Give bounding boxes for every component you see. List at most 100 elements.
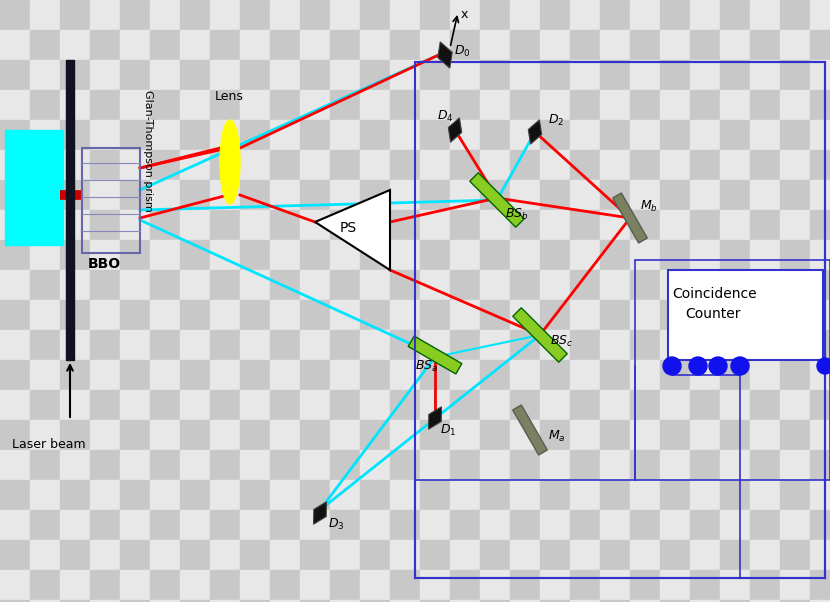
Text: $D_3$: $D_3$	[328, 517, 344, 532]
Bar	[720, 180, 750, 210]
Polygon shape	[528, 120, 542, 144]
Bar	[60, 330, 90, 360]
Bar	[240, 180, 270, 210]
Bar	[270, 300, 300, 330]
Bar	[720, 360, 750, 390]
Bar	[690, 390, 720, 420]
Bar	[90, 390, 120, 420]
Bar	[150, 150, 180, 180]
Polygon shape	[408, 336, 461, 374]
Bar	[360, 570, 390, 600]
Bar	[360, 390, 390, 420]
Bar	[420, 270, 450, 300]
Bar	[30, 510, 60, 540]
Bar	[120, 300, 150, 330]
Bar	[90, 540, 120, 570]
Bar	[120, 600, 150, 602]
Bar	[630, 0, 660, 30]
Circle shape	[731, 357, 749, 375]
Bar	[480, 480, 510, 510]
Bar	[240, 270, 270, 300]
Bar	[90, 480, 120, 510]
Bar	[450, 360, 480, 390]
Bar	[750, 270, 780, 300]
Bar	[390, 300, 420, 330]
Bar	[300, 180, 330, 210]
Bar	[150, 360, 180, 390]
Bar	[720, 0, 750, 30]
Bar	[540, 540, 570, 570]
Bar	[82, 148, 140, 253]
Bar	[300, 0, 330, 30]
Bar	[570, 150, 600, 180]
Bar	[450, 210, 480, 240]
Bar	[750, 60, 780, 90]
Bar	[600, 480, 630, 510]
Circle shape	[689, 357, 707, 375]
Bar	[660, 600, 690, 602]
Bar	[750, 330, 780, 360]
Bar	[330, 330, 360, 360]
Bar	[630, 240, 660, 270]
Bar	[90, 240, 120, 270]
Bar	[240, 90, 270, 120]
Bar	[750, 450, 780, 480]
Bar	[360, 510, 390, 540]
Bar	[420, 210, 450, 240]
Bar	[510, 270, 540, 300]
Bar	[210, 540, 240, 570]
Bar	[30, 240, 60, 270]
Bar	[660, 120, 690, 150]
Bar	[510, 480, 540, 510]
Bar	[300, 30, 330, 60]
Bar	[720, 30, 750, 60]
Bar	[210, 330, 240, 360]
Bar	[60, 90, 90, 120]
Bar	[780, 210, 810, 240]
Bar	[60, 360, 90, 390]
Bar	[300, 210, 330, 240]
Bar	[480, 150, 510, 180]
Bar	[120, 450, 150, 480]
Bar	[180, 600, 210, 602]
Bar	[150, 120, 180, 150]
Polygon shape	[613, 193, 647, 243]
Bar	[810, 30, 830, 60]
Bar	[60, 510, 90, 540]
Bar	[210, 510, 240, 540]
Bar	[330, 210, 360, 240]
Bar	[390, 180, 420, 210]
Bar	[300, 420, 330, 450]
Bar	[300, 120, 330, 150]
Bar	[780, 270, 810, 300]
Bar	[330, 360, 360, 390]
Bar	[330, 270, 360, 300]
Bar	[570, 360, 600, 390]
Text: $D_4$: $D_4$	[437, 109, 454, 124]
Bar	[180, 240, 210, 270]
Bar	[415, 62, 825, 578]
Bar	[570, 420, 600, 450]
Bar	[60, 30, 90, 60]
Bar	[780, 300, 810, 330]
Bar	[630, 300, 660, 330]
Bar	[660, 480, 690, 510]
Bar	[570, 60, 600, 90]
Circle shape	[663, 357, 681, 375]
Bar	[150, 270, 180, 300]
Bar	[630, 270, 660, 300]
Bar	[600, 90, 630, 120]
Bar	[240, 120, 270, 150]
Bar	[570, 240, 600, 270]
Text: BBO: BBO	[88, 257, 121, 271]
Bar	[510, 150, 540, 180]
Bar	[180, 540, 210, 570]
Bar	[330, 600, 360, 602]
Bar	[420, 360, 450, 390]
Bar	[450, 450, 480, 480]
Bar	[450, 480, 480, 510]
Bar	[600, 510, 630, 540]
Bar	[570, 210, 600, 240]
Bar	[210, 570, 240, 600]
Bar	[30, 390, 60, 420]
